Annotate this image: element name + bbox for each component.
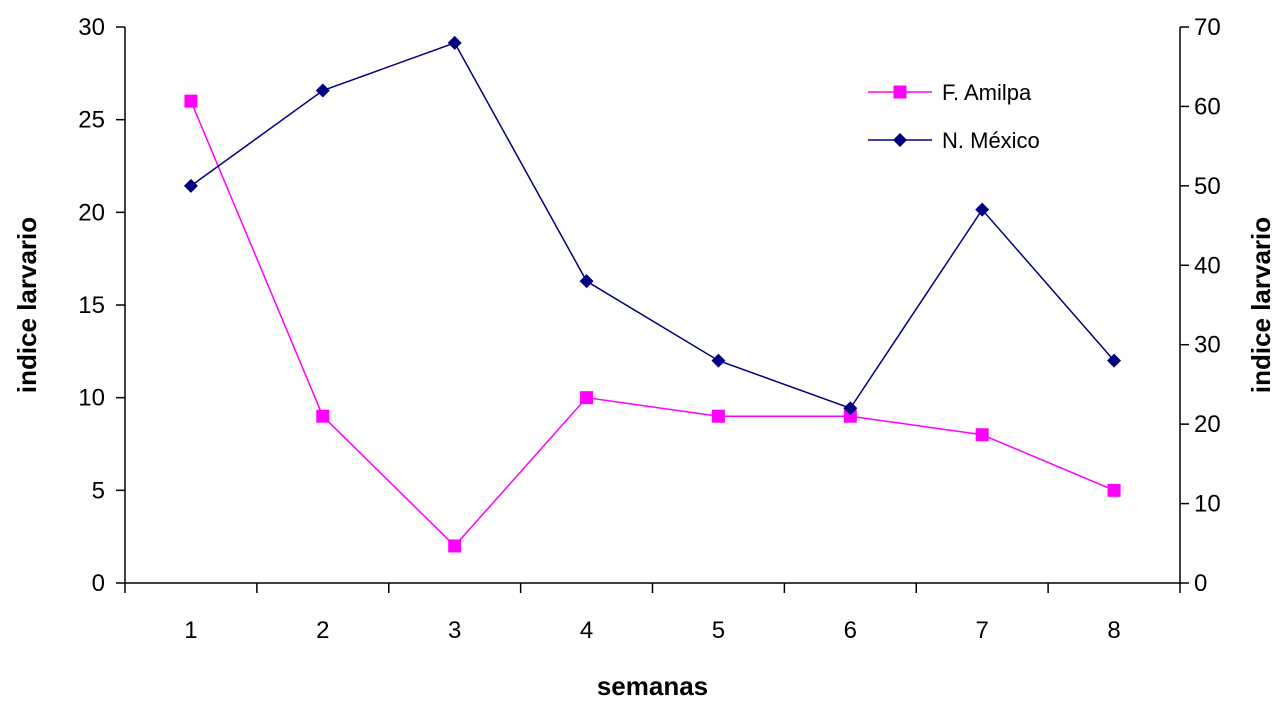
- left-y-tick-label: 20: [78, 199, 105, 226]
- data-point-n-m-xico: [183, 178, 198, 193]
- left-y-tick-label: 10: [78, 385, 105, 412]
- data-point-n-m-xico: [579, 274, 594, 289]
- left-y-tick-label: 5: [92, 477, 105, 504]
- axes-group: [124, 27, 1181, 584]
- left-y-axis-title: indice larvario: [12, 217, 42, 393]
- data-point-f-amilpa: [316, 409, 330, 423]
- legend-marker-f-amilpa: [893, 85, 907, 99]
- data-point-n-m-xico: [711, 353, 726, 368]
- series-group: [183, 35, 1122, 553]
- legend: F. Amilpa N. México: [868, 80, 1040, 153]
- right-y-tick-label: 30: [1194, 332, 1221, 359]
- left-y-tick-label: 25: [78, 107, 105, 134]
- data-point-n-m-xico: [843, 401, 858, 416]
- data-point-n-m-xico: [447, 35, 462, 50]
- legend-marker-n-m-xico: [893, 133, 907, 147]
- right-y-axis-title: indice larvario: [1246, 217, 1276, 393]
- data-point-f-amilpa: [843, 409, 857, 423]
- x-tick-label: 4: [580, 617, 593, 644]
- x-tick-label: 7: [976, 617, 989, 644]
- data-point-f-amilpa: [711, 409, 725, 423]
- data-point-n-m-xico: [1107, 353, 1122, 368]
- right-y-tick-label: 70: [1194, 14, 1221, 41]
- x-tick-label: 2: [316, 617, 329, 644]
- data-point-f-amilpa: [580, 391, 594, 405]
- x-tick-label: 5: [712, 617, 725, 644]
- data-point-f-amilpa: [448, 539, 462, 553]
- legend-label-f-amilpa: F. Amilpa: [942, 80, 1032, 105]
- right-y-tick-label: 50: [1194, 173, 1221, 200]
- left-y-tick-label: 15: [78, 292, 105, 319]
- data-point-f-amilpa: [184, 94, 198, 108]
- x-axis-title: semanas: [597, 671, 708, 701]
- series-line-n-m-xico: [190, 41, 1115, 410]
- data-point-f-amilpa: [1107, 483, 1121, 497]
- x-tick-label: 6: [844, 617, 857, 644]
- right-y-tick-label: 20: [1194, 411, 1221, 438]
- legend-label-n-m-xico: N. México: [942, 128, 1040, 153]
- right-y-tick-label: 0: [1194, 570, 1207, 597]
- left-y-tick-label: 30: [78, 14, 105, 41]
- left-y-tick-label: 0: [92, 570, 105, 597]
- series-line-f-amilpa: [190, 100, 1115, 548]
- data-point-n-m-xico: [975, 202, 990, 217]
- data-point-n-m-xico: [315, 83, 330, 98]
- right-y-tick-label: 40: [1194, 252, 1221, 279]
- right-y-tick-label: 60: [1194, 93, 1221, 120]
- x-tick-label: 3: [448, 617, 461, 644]
- ticks-group: 0 5 10 15 20 25 30 0 10 20 30 40 50 60 70 1 2 3 4 5 6 7 8: [78, 14, 1220, 644]
- x-tick-label: 8: [1107, 617, 1120, 644]
- right-y-tick-label: 10: [1194, 491, 1221, 518]
- data-point-f-amilpa: [975, 428, 989, 442]
- x-tick-label: 1: [184, 617, 197, 644]
